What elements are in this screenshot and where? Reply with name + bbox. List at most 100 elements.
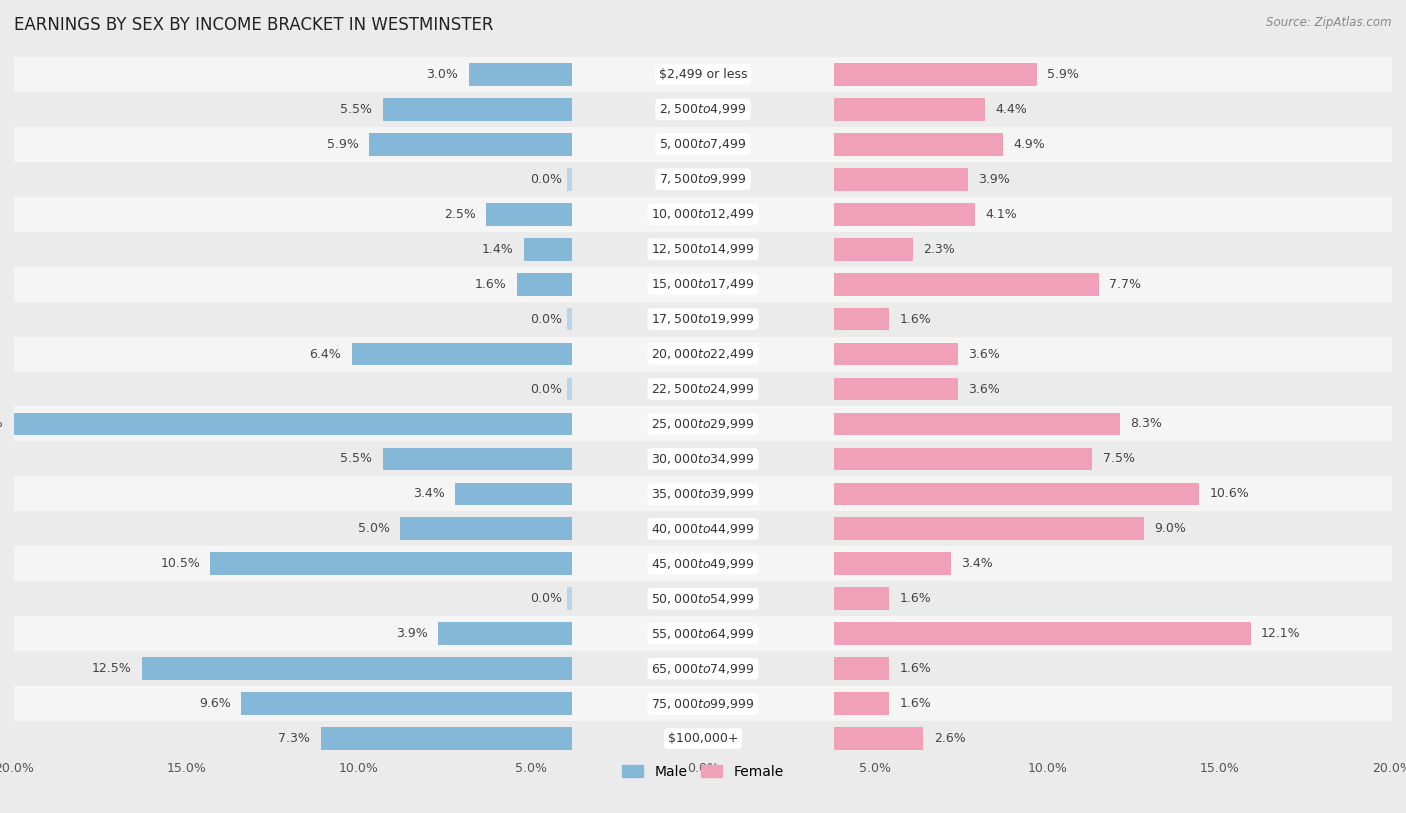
Bar — [14, 441, 1392, 476]
Bar — [14, 476, 1392, 511]
Text: 3.6%: 3.6% — [969, 348, 1000, 360]
Bar — [14, 721, 1392, 756]
Bar — [486, 203, 572, 225]
Text: 2.3%: 2.3% — [924, 243, 955, 255]
Bar — [368, 133, 572, 155]
Bar — [14, 267, 1392, 302]
Text: $22,500 to $24,999: $22,500 to $24,999 — [651, 382, 755, 396]
Text: $65,000 to $74,999: $65,000 to $74,999 — [651, 662, 755, 676]
Text: 1.6%: 1.6% — [475, 278, 506, 290]
Text: 1.6%: 1.6% — [900, 593, 931, 605]
Bar — [142, 658, 572, 680]
Bar — [14, 372, 1392, 406]
Text: $30,000 to $34,999: $30,000 to $34,999 — [651, 452, 755, 466]
Text: 0.0%: 0.0% — [530, 313, 562, 325]
Text: 4.9%: 4.9% — [1012, 138, 1045, 150]
Bar — [211, 553, 572, 575]
Bar — [524, 238, 572, 260]
Bar — [834, 448, 1092, 470]
Text: $55,000 to $64,999: $55,000 to $64,999 — [651, 627, 755, 641]
Text: 5.0%: 5.0% — [357, 523, 389, 535]
Text: $5,000 to $7,499: $5,000 to $7,499 — [659, 137, 747, 151]
Text: 3.4%: 3.4% — [413, 488, 444, 500]
Text: 0.0%: 0.0% — [530, 383, 562, 395]
Text: 2.5%: 2.5% — [444, 208, 475, 220]
Text: $7,500 to $9,999: $7,500 to $9,999 — [659, 172, 747, 186]
Text: 12.1%: 12.1% — [1261, 628, 1301, 640]
Text: 10.6%: 10.6% — [1209, 488, 1249, 500]
Bar — [352, 343, 572, 365]
Text: 5.5%: 5.5% — [340, 453, 373, 465]
Text: 2.6%: 2.6% — [934, 733, 966, 745]
Text: 7.5%: 7.5% — [1102, 453, 1135, 465]
Text: 5.9%: 5.9% — [1047, 68, 1080, 80]
Bar — [834, 693, 889, 715]
Text: Source: ZipAtlas.com: Source: ZipAtlas.com — [1267, 16, 1392, 29]
Bar — [834, 518, 1144, 540]
Bar — [14, 616, 1392, 651]
Bar — [399, 518, 572, 540]
Bar — [242, 693, 572, 715]
Bar — [567, 308, 572, 330]
Text: 8.3%: 8.3% — [1130, 418, 1161, 430]
Bar — [834, 343, 957, 365]
Text: 5.9%: 5.9% — [326, 138, 359, 150]
Text: 9.0%: 9.0% — [1154, 523, 1187, 535]
Bar — [14, 127, 1392, 162]
Text: 6.4%: 6.4% — [309, 348, 342, 360]
Bar — [834, 588, 889, 610]
Text: $20,000 to $22,499: $20,000 to $22,499 — [651, 347, 755, 361]
Bar — [834, 203, 976, 225]
Bar — [834, 623, 1251, 645]
Bar — [382, 448, 572, 470]
Bar — [834, 308, 889, 330]
Text: 3.0%: 3.0% — [426, 68, 458, 80]
Text: 12.5%: 12.5% — [91, 663, 131, 675]
Text: $35,000 to $39,999: $35,000 to $39,999 — [651, 487, 755, 501]
Bar — [321, 728, 572, 750]
Legend: Male, Female: Male, Female — [617, 759, 789, 784]
Bar — [834, 413, 1119, 435]
Text: $17,500 to $19,999: $17,500 to $19,999 — [651, 312, 755, 326]
Bar — [14, 92, 1392, 127]
Bar — [834, 483, 1199, 505]
Bar — [14, 651, 1392, 686]
Bar — [14, 162, 1392, 197]
Text: $10,000 to $12,499: $10,000 to $12,499 — [651, 207, 755, 221]
Bar — [834, 133, 1002, 155]
Text: EARNINGS BY SEX BY INCOME BRACKET IN WESTMINSTER: EARNINGS BY SEX BY INCOME BRACKET IN WES… — [14, 16, 494, 34]
Bar — [834, 728, 924, 750]
Text: $50,000 to $54,999: $50,000 to $54,999 — [651, 592, 755, 606]
Text: $100,000+: $100,000+ — [668, 733, 738, 745]
Bar — [834, 378, 957, 400]
Bar — [14, 302, 1392, 337]
Bar — [567, 378, 572, 400]
Text: 3.4%: 3.4% — [962, 558, 993, 570]
Bar — [382, 98, 572, 120]
Bar — [14, 337, 1392, 372]
Text: $45,000 to $49,999: $45,000 to $49,999 — [651, 557, 755, 571]
Text: 9.6%: 9.6% — [200, 698, 231, 710]
Bar — [14, 546, 1392, 581]
Text: 1.4%: 1.4% — [482, 243, 513, 255]
Bar — [834, 273, 1099, 295]
Bar — [517, 273, 572, 295]
Bar — [834, 553, 950, 575]
Text: 16.2%: 16.2% — [0, 418, 4, 430]
Bar — [468, 63, 572, 85]
Bar — [14, 686, 1392, 721]
Text: $75,000 to $99,999: $75,000 to $99,999 — [651, 697, 755, 711]
Bar — [567, 168, 572, 190]
Bar — [567, 588, 572, 610]
Text: 4.1%: 4.1% — [986, 208, 1017, 220]
Text: 10.5%: 10.5% — [160, 558, 200, 570]
Bar — [456, 483, 572, 505]
Bar — [14, 511, 1392, 546]
Text: $2,500 to $4,999: $2,500 to $4,999 — [659, 102, 747, 116]
Text: 3.6%: 3.6% — [969, 383, 1000, 395]
Text: 4.4%: 4.4% — [995, 103, 1028, 115]
Text: 0.0%: 0.0% — [530, 173, 562, 185]
Bar — [834, 238, 912, 260]
Bar — [14, 413, 572, 435]
Bar — [14, 197, 1392, 232]
